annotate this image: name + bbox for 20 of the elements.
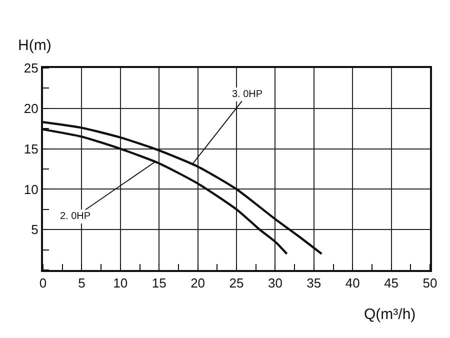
x-tick-label: 35	[306, 276, 322, 291]
x-tick-label: 50	[422, 276, 438, 291]
x-tick-label: 10	[113, 276, 128, 291]
x-tick-label: 45	[384, 276, 399, 291]
x-tick-label: 15	[152, 276, 166, 291]
x-tick-label: 5	[78, 276, 86, 291]
annotation: 3. 0HP	[232, 89, 263, 100]
y-tick-label: 10	[24, 182, 38, 197]
y-tick-label: 5	[31, 222, 38, 238]
x-tick-label: 20	[190, 276, 206, 291]
y-axis-title: H(m)	[18, 37, 52, 54]
y-tick-label: 25	[24, 60, 38, 76]
x-axis-title: Q(m³/h)	[364, 306, 416, 323]
x-tick-label: 40	[345, 276, 360, 291]
x-tick-label: 30	[268, 276, 282, 291]
x-tick-label: 25	[229, 276, 244, 291]
x-tick-label: 0	[39, 276, 47, 291]
annotation: 2. 0HP	[60, 211, 91, 222]
y-tick-label: 20	[24, 100, 38, 116]
y-tick-label: 15	[24, 141, 38, 156]
